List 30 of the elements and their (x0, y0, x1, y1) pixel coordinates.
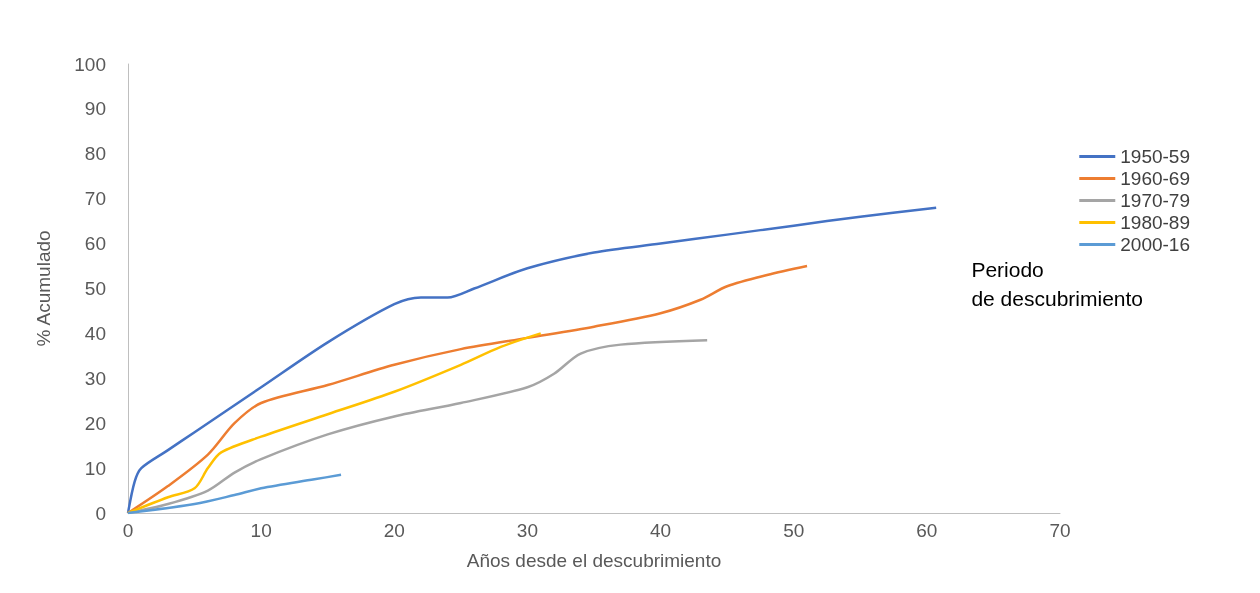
y-tick-label: 60 (84, 233, 106, 255)
y-tick-label: 10 (84, 457, 106, 479)
x-tick-label: 40 (650, 520, 672, 541)
x-axis-title: Años desde el descubrimiento (466, 550, 722, 571)
y-tick-label: 20 (84, 412, 106, 434)
y-tick-label: 90 (84, 98, 106, 120)
line-series (126, 206, 938, 515)
y-tick-label: 30 (84, 367, 106, 389)
annotation: Periodo de descubrimiento (971, 258, 1144, 310)
y-tick-label: 70 (84, 188, 106, 210)
legend-label: 1960-69 (1120, 168, 1191, 189)
y-tick-label: 100 (74, 53, 106, 75)
x-tick-label: 30 (516, 520, 538, 541)
y-axis-title: % Acumulado (33, 230, 54, 347)
x-tick-label: 70 (1049, 520, 1071, 541)
line-series (126, 473, 343, 515)
x-tick-label: 0 (122, 520, 134, 541)
x-tick-label: 60 (916, 520, 938, 541)
legend-label: 1980-89 (1120, 212, 1191, 233)
y-tick-label: 50 (84, 278, 106, 299)
legend-label: 2000-16 (1120, 234, 1191, 255)
legend-label: 1950-59 (1120, 146, 1191, 167)
line-series (126, 332, 542, 515)
x-tick-label: 50 (783, 520, 805, 541)
x-tick-label: 20 (383, 520, 405, 541)
y-tick-label: 80 (84, 143, 106, 165)
x-tick-label: 10 (250, 520, 272, 541)
y-tick-label: 0 (95, 502, 106, 524)
legend-label: 1970-79 (1120, 190, 1191, 211)
y-tick-label: 40 (84, 322, 106, 344)
